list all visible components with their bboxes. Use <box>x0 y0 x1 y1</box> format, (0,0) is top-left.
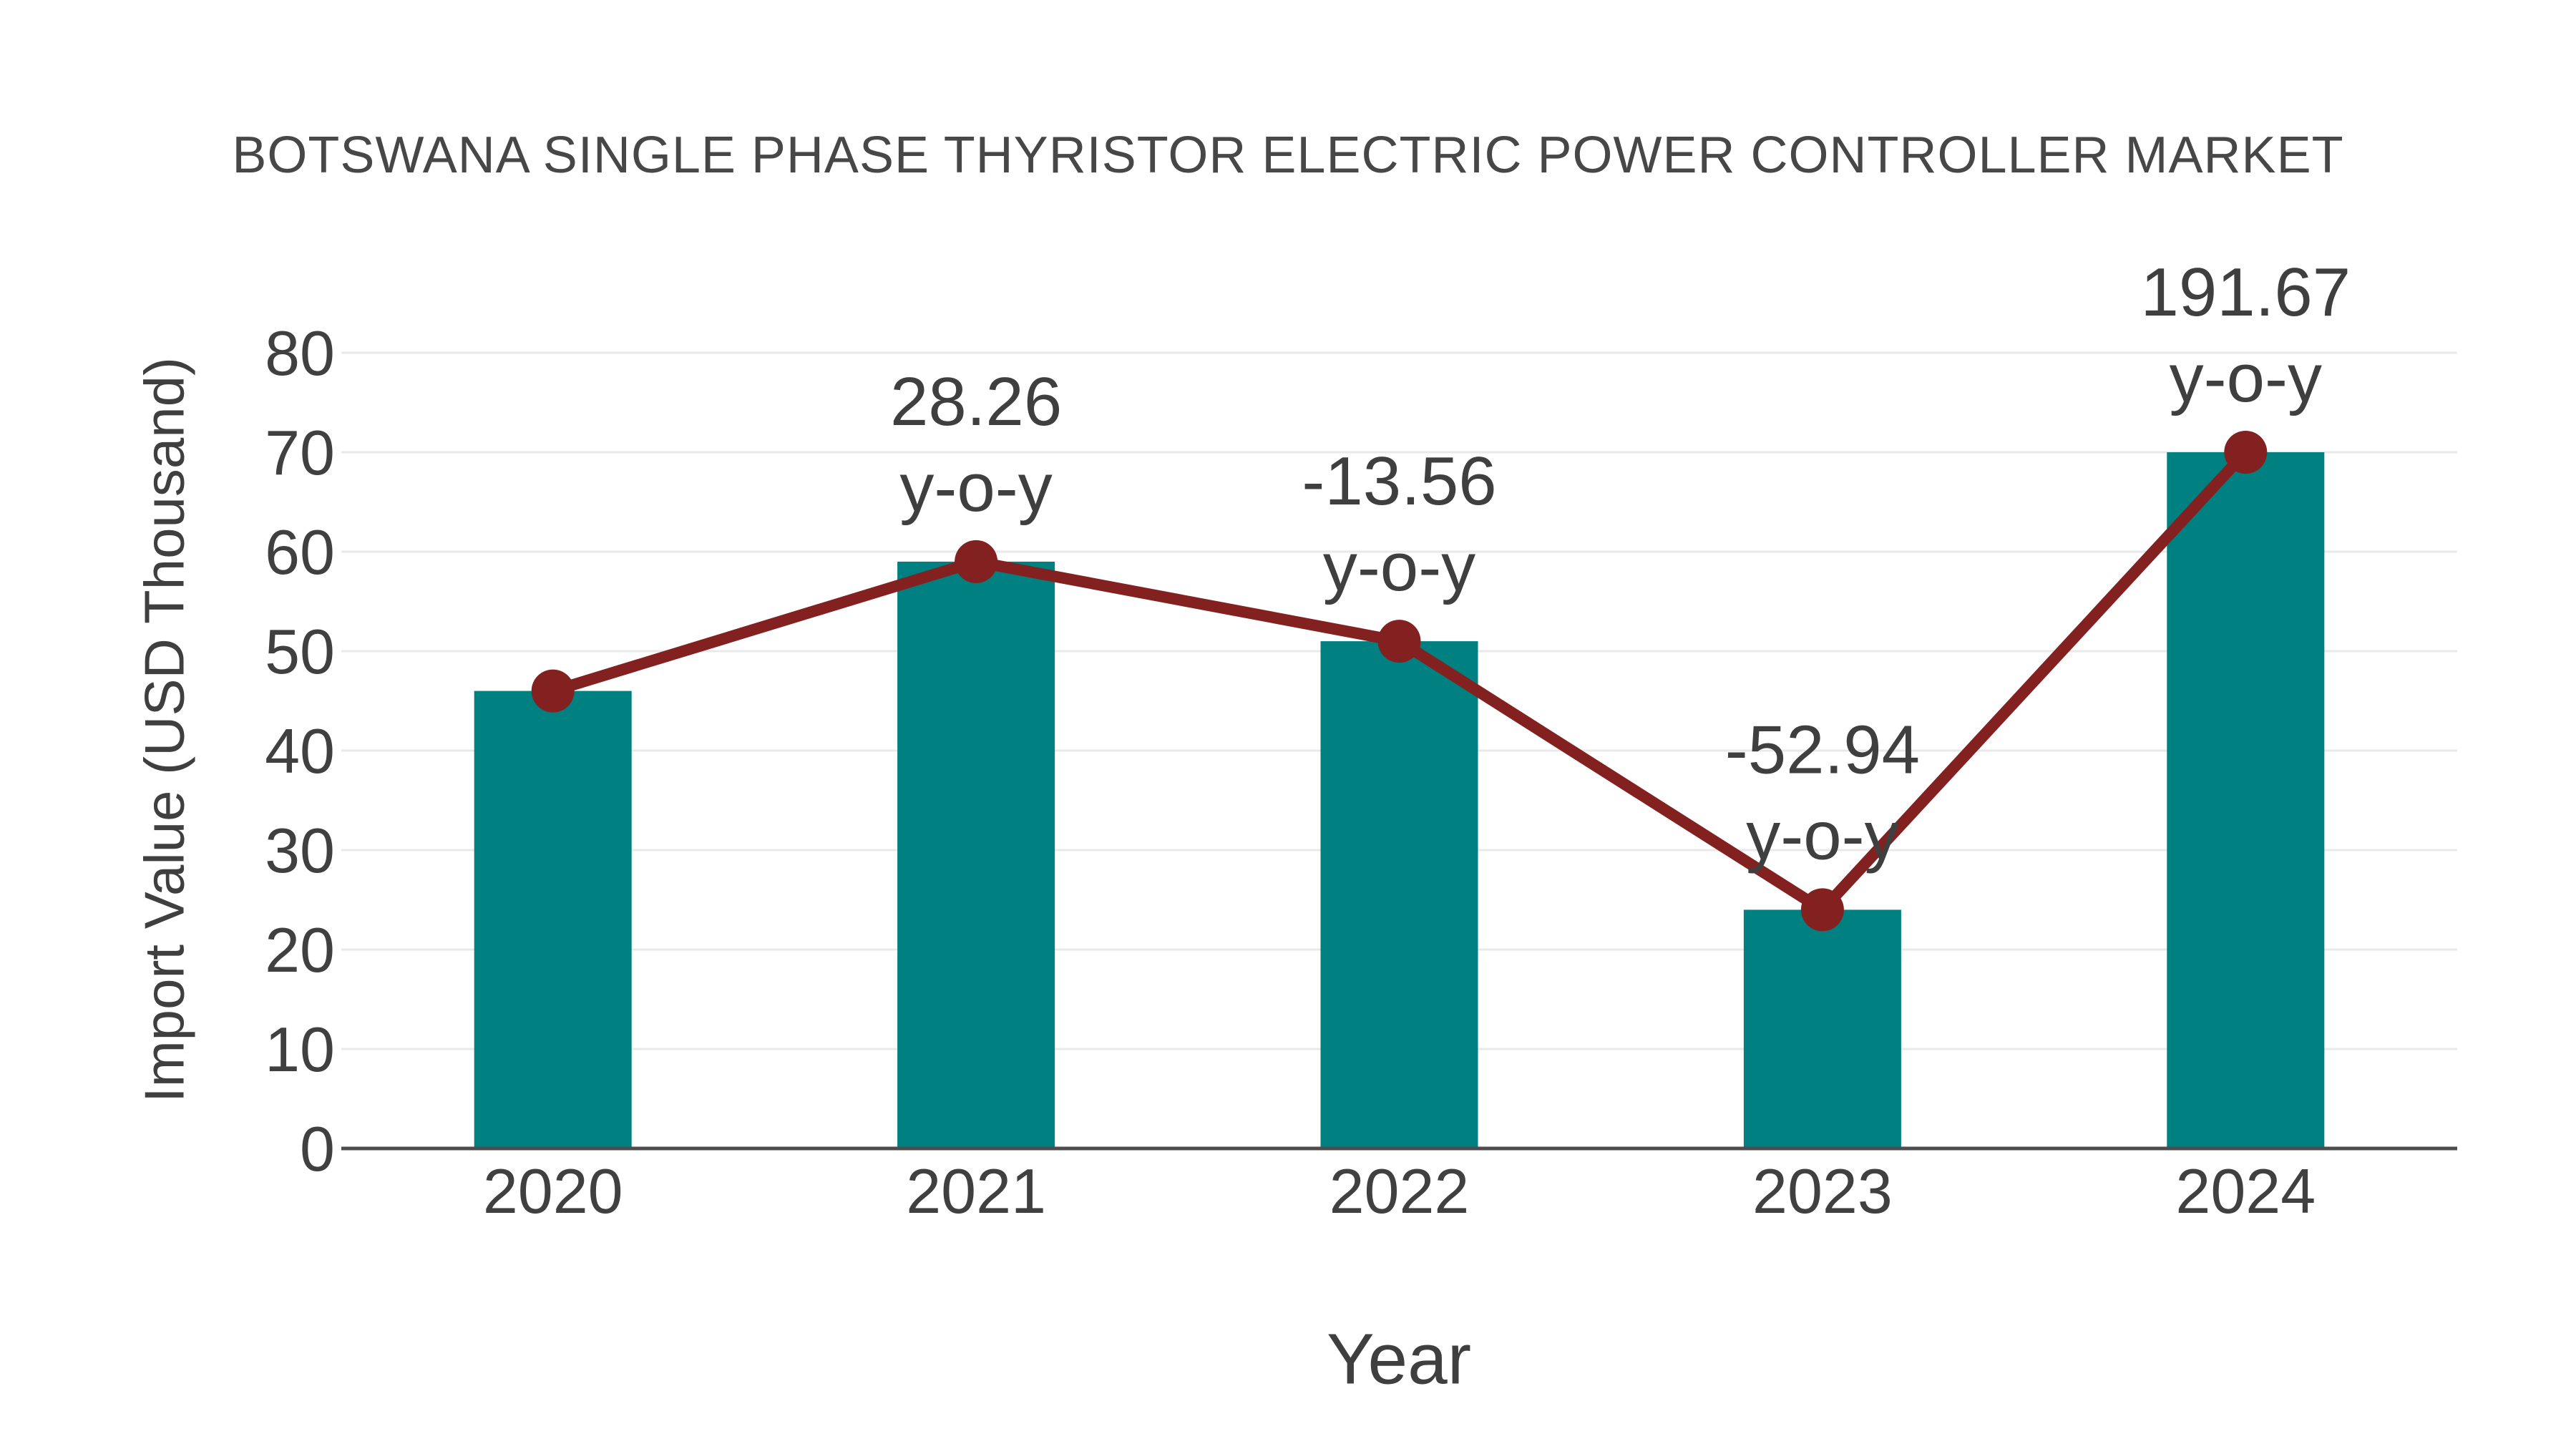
x-tick-label: 2023 <box>1752 1156 1893 1226</box>
y-tick-label: 30 <box>265 815 335 886</box>
yoy-suffix-label: y-o-y <box>1323 529 1475 605</box>
yoy-suffix-label: y-o-y <box>1746 797 1898 874</box>
line-marker <box>1377 620 1421 663</box>
y-axis-title: Import Value (USD Thousand) <box>132 357 196 1103</box>
x-tick-label: 2020 <box>483 1156 623 1226</box>
bar <box>2167 452 2325 1148</box>
line-marker <box>2224 431 2268 474</box>
yoy-value-label: -52.94 <box>1725 711 1920 788</box>
line-marker <box>531 669 575 713</box>
chart-title: BOTSWANA SINGLE PHASE THYRISTOR ELECTRIC… <box>232 127 2344 184</box>
yoy-value-label: -13.56 <box>1302 443 1496 519</box>
y-tick-label: 60 <box>265 517 335 587</box>
line-marker <box>1800 888 1844 932</box>
y-tick-label: 20 <box>265 914 335 985</box>
y-tick-label: 70 <box>265 417 335 488</box>
x-tick-label: 2022 <box>1330 1156 1470 1226</box>
line-marker <box>955 540 998 583</box>
bar <box>474 691 632 1148</box>
y-tick-label: 40 <box>265 716 335 786</box>
bar <box>1320 641 1478 1148</box>
yoy-suffix-label: y-o-y <box>2170 340 2322 416</box>
bar <box>1743 909 1901 1148</box>
y-tick-label: 50 <box>265 616 335 687</box>
y-tick-label: 10 <box>265 1014 335 1085</box>
yoy-value-label: 28.26 <box>890 364 1062 440</box>
x-tick-label: 2021 <box>906 1156 1046 1226</box>
bar <box>897 561 1055 1148</box>
yoy-value-label: 191.67 <box>2140 254 2351 331</box>
y-tick-label: 80 <box>265 318 335 389</box>
y-tick-label: 0 <box>300 1113 335 1184</box>
yoy-suffix-label: y-o-y <box>899 449 1052 526</box>
x-axis-title: Year <box>1326 1319 1472 1400</box>
x-tick-label: 2024 <box>2175 1156 2316 1226</box>
